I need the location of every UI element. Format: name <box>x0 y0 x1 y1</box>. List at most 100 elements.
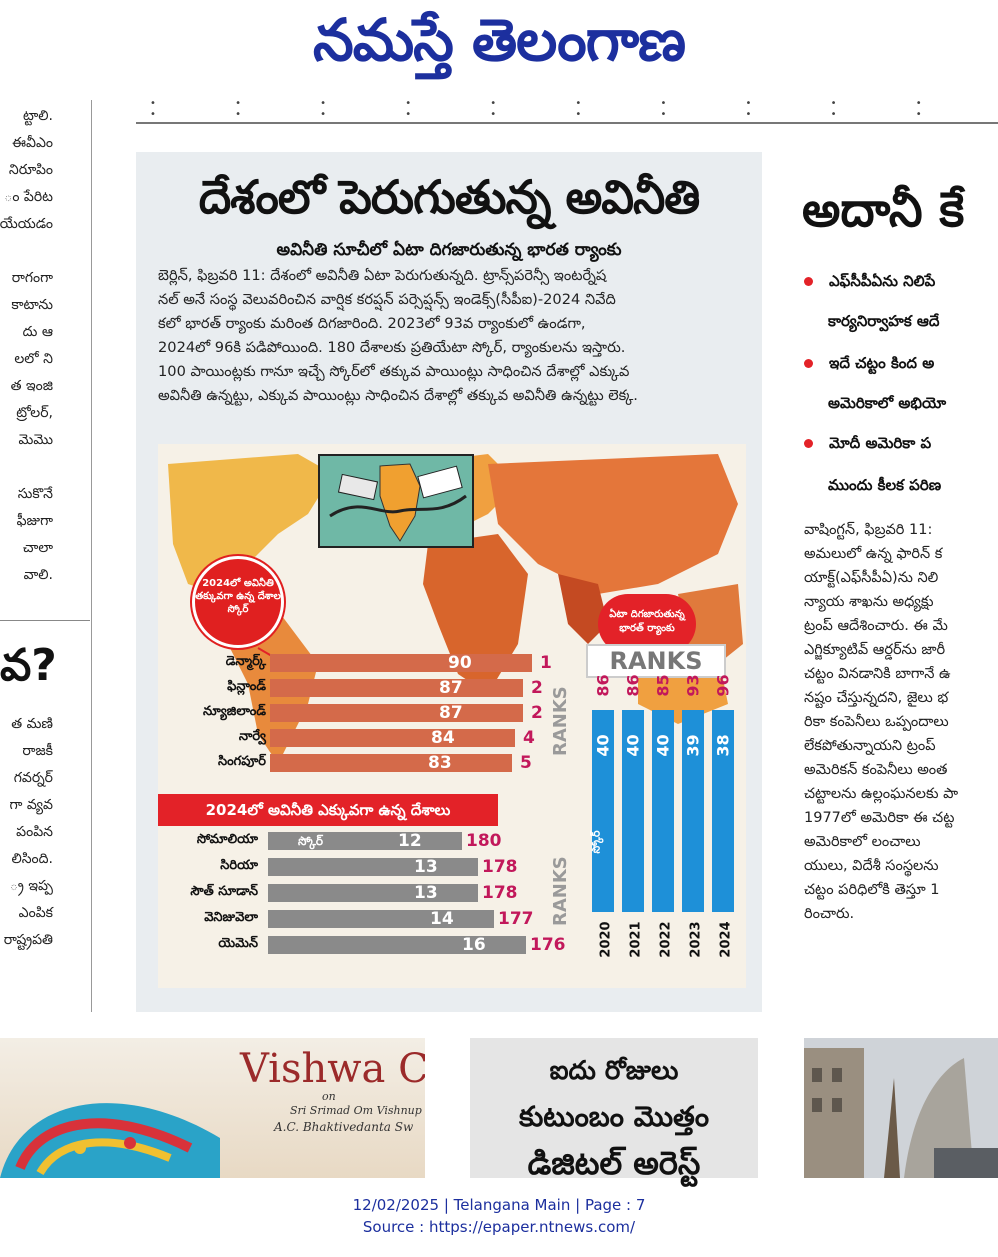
left-column-separator <box>0 620 90 621</box>
india-score-value: 40 <box>622 734 644 756</box>
india-score-value-text: 40 <box>653 734 673 757</box>
footer-date-line: 12/02/2025 | Telangana Main | Page : 7 <box>352 1196 646 1214</box>
india-score-value: 38 <box>712 734 734 757</box>
india-year-label: 2022 <box>648 921 674 957</box>
left-column-text-line: వాలి. <box>23 567 53 583</box>
vishwa-ad: Vishwa C on Sri Srimad Om Vishnup A.C. B… <box>0 1038 425 1178</box>
least-corrupt-country: నార్వే <box>238 729 266 744</box>
left-column-text-line: మెమొ <box>18 432 53 448</box>
right-article-bullet-text: ఇదే చట్టం కింద అ <box>829 354 935 372</box>
left-column-text-line: త ఇంజి <box>10 378 53 394</box>
digital-arrest-teaser: ఐదు రోజులు కుటుంబం మొత్తం డిజిటల్ అరెస్ట… <box>470 1038 758 1182</box>
left-column-text-line: సుకొనే <box>17 486 53 502</box>
masthead: నమస్తే తెలంగాణ <box>0 0 998 80</box>
most-corrupt-rank: 176 <box>530 935 566 955</box>
teaser-line-2: కుటుంబం మొత్తం <box>518 1100 710 1133</box>
least-corrupt-country: న్యూజిలాండ్ <box>203 704 266 719</box>
least-corrupt-score: 84 <box>431 728 455 748</box>
most-corrupt-rank: 177 <box>498 909 534 929</box>
least-corrupt-rank: 2 <box>531 678 543 698</box>
left-column-text-line: పంపిన <box>16 824 53 840</box>
india-rank-bar <box>592 710 614 912</box>
india-rank-value: 86 <box>622 674 644 696</box>
right-article-body-line: అమలులో ఉన్న ఫారిన్ క <box>804 546 943 562</box>
india-rank-value: 93 <box>682 674 704 697</box>
india-ranks-header: RANKS <box>586 644 726 678</box>
right-article-body-line: చట్టం వినడానికి బాగానే ఉ <box>804 666 951 682</box>
india-rank-value: 86 <box>592 674 614 697</box>
left-column-text-line: చాలా <box>22 540 53 556</box>
most-corrupt-bar <box>268 858 478 876</box>
left-column-text-line: ఫీజుగా <box>16 513 53 529</box>
corruption-infographic: 2024లో అవినీతి తక్కువగా ఉన్న దేశాల స్కోర… <box>158 444 746 988</box>
most-corrupt-score: 13 <box>414 883 438 903</box>
least-corrupt-bar <box>270 679 523 697</box>
article-body-line: 100 పాయింట్లకు గానూ ఇచ్చే స్కోర్‌లో తక్క… <box>158 363 630 380</box>
right-article-bullet: ముందు కీలక పరిణ <box>828 466 941 504</box>
most-corrupt-country: సిరియా <box>220 858 258 873</box>
least-corrupt-bar <box>270 754 512 772</box>
least-corrupt-rank: 4 <box>523 728 535 748</box>
least-corrupt-bar <box>270 654 532 672</box>
india-score-value: 39 <box>682 734 704 757</box>
least-corrupt-bar <box>270 729 515 747</box>
right-article-bullet: అమెరికాలో అభియో <box>828 384 946 422</box>
least-ranks-label: RANKS <box>550 686 571 756</box>
article-body-line: నల్ అనే సంస్థ వెలువరించిన వార్షిక కరప్షన… <box>158 291 616 308</box>
right-article-body-line: అమెరికన్ కంపెనీలు అంత <box>804 762 948 778</box>
india-year-label-text: 2022 <box>658 921 674 958</box>
left-column-text-line: దు ఆ <box>22 324 53 340</box>
left-column-text-line: రాష్ట్రపతి <box>3 932 53 948</box>
india-rank-value-text: 96 <box>713 674 733 697</box>
left-column-text-line: రాగంగా <box>11 270 53 286</box>
india-rank-value-text: 86 <box>593 674 613 697</box>
india-rank-value-text: 93 <box>683 674 703 697</box>
most-corrupt-score: 13 <box>414 857 438 877</box>
vishwa-ad-line2: A.C. Bhaktivedanta Sw <box>274 1120 414 1134</box>
top-rule <box>136 122 998 124</box>
right-article-body-line: ఎగ్జిక్యూటివ్ ఆర్డర్‌ను జారీ <box>804 642 946 658</box>
least-corrupt-callout: 2024లో అవినీతి తక్కువగా ఉన్న దేశాల స్కోర… <box>192 556 284 648</box>
most-corrupt-bar <box>268 910 494 928</box>
least-corrupt-rank: 1 <box>540 653 552 673</box>
left-column-text-line: నిరూపిం <box>8 162 53 178</box>
left-column-text-line: లలో ని <box>14 351 53 367</box>
most-corrupt-score-word: స్కోర్ <box>298 834 324 848</box>
right-article-body-line: రికా కంపెనీలు ఒప్పందాలు <box>804 714 949 730</box>
right-article-bullet-text: మోదీ అమెరికా ప <box>829 434 932 452</box>
least-corrupt-bar <box>270 704 523 722</box>
india-score-value-text: 38 <box>713 734 733 757</box>
street-photo <box>804 1038 998 1178</box>
india-year-label: 2020 <box>588 921 614 957</box>
right-article-body-line: వాషింగ్టన్, ఫిబ్రవరి 11: <box>804 522 933 538</box>
india-score-value-text: 39 <box>683 734 703 757</box>
article-body-line: 2024లో 96కి పడిపోయింది. 180 దేశాలకు ప్రత… <box>158 339 626 356</box>
right-article-bullet: ఇదే చట్టం కింద అ <box>804 344 934 382</box>
most-corrupt-score: 12 <box>398 831 422 851</box>
left-column-headline-fragment: వ? <box>0 640 57 691</box>
teaser-line-1: ఐదు రోజులు <box>549 1056 679 1086</box>
india-rank-bar <box>622 710 644 912</box>
most-corrupt-score: 16 <box>462 935 486 955</box>
least-corrupt-rank: 2 <box>531 703 543 723</box>
umbrella-decoration <box>0 1103 220 1178</box>
most-corrupt-country: సౌత్ సూడాన్ <box>190 884 258 899</box>
right-article-body-line: చట్టాలను ఉల్లంఘనలకు పా <box>804 786 959 802</box>
most-corrupt-rank: 178 <box>482 857 518 877</box>
india-rank-value-text: 85 <box>653 674 673 697</box>
right-article-body-line: ట్రంప్ ఆదేశించారు. ఈ మే <box>804 618 948 634</box>
india-score-value: 40 <box>592 734 614 757</box>
right-article-bullet-text: ఎఫ్‌సీపీఏను నిలిపే <box>829 272 936 290</box>
right-article-headline: అదానీ కే <box>802 182 965 238</box>
india-score-value-text: 40 <box>593 734 613 757</box>
least-corrupt-score: 87 <box>439 678 463 698</box>
right-article-bullet: కార్యనిర్వాహక ఆదే <box>828 302 939 340</box>
right-article-body-line: న్యాయ శాఖను అధ్యక్షు <box>804 594 934 610</box>
article-body-line: అవినీతి ఉన్నట్టు, ఎక్కువ పాయింట్లు సాధిం… <box>158 387 638 404</box>
least-corrupt-rank: 5 <box>520 753 532 773</box>
main-article: దేశంలో పెరుగుతున్న అవినీతి అవినీతి సూచీల… <box>136 152 762 1012</box>
india-year-label: 2024 <box>708 921 734 957</box>
right-article-body-line: నష్టం చేస్తున్నదని, జైలు భ <box>804 690 949 706</box>
least-corrupt-score: 87 <box>439 703 463 723</box>
right-article: అదానీ కే ఎఫ్‌సీపీఏను నిలిపే కార్యనిర్వాహక… <box>778 152 998 1012</box>
